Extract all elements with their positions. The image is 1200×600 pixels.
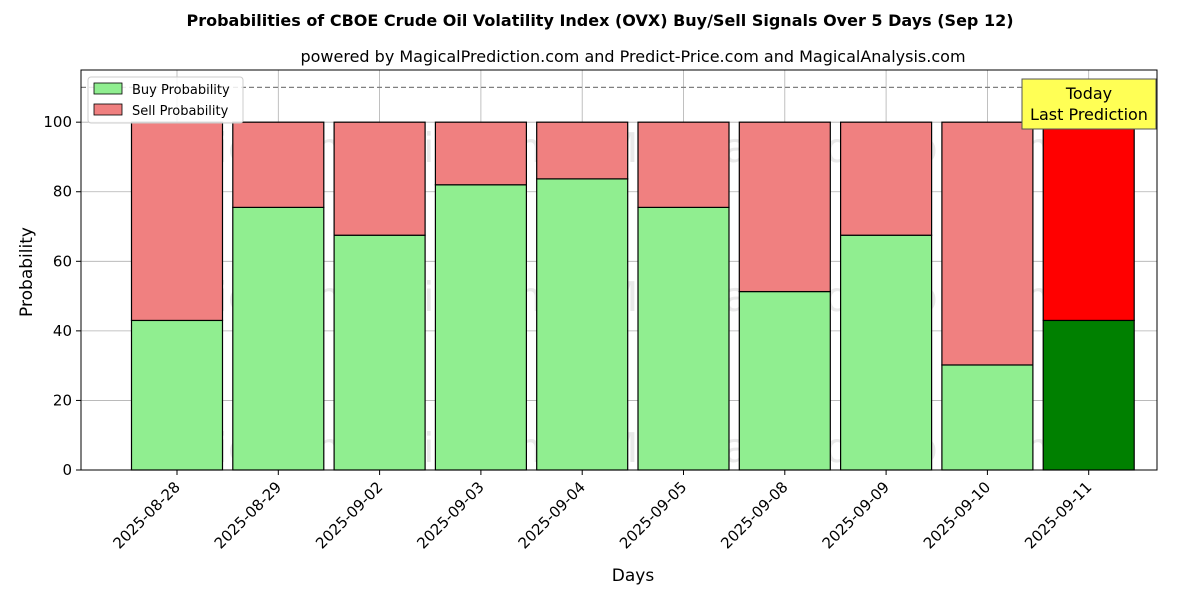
sell-bar	[1042, 121, 1135, 322]
sell-bar	[839, 121, 933, 236]
x-tick-label: 2025-09-02	[312, 478, 386, 552]
sell-bar	[941, 121, 1034, 366]
x-axis-label: Days	[612, 566, 655, 586]
buy-bar	[1042, 319, 1135, 471]
chart-title: Probabilities of CBOE Crude Oil Volatili…	[186, 11, 1013, 30]
y-axis: 0 20 40 60 80 100	[43, 113, 81, 479]
x-tick-label: 2025-09-09	[819, 478, 893, 552]
today-annotation: Today Last Prediction	[1021, 78, 1157, 130]
chart-subtitle: powered by MagicalPrediction.com and Pre…	[300, 47, 965, 66]
annotation-line-2: Last Prediction	[1030, 105, 1148, 124]
y-axis-label: Probability	[17, 227, 37, 317]
sell-bar	[738, 121, 831, 293]
buy-bar	[839, 234, 933, 471]
y-tick-label: 40	[53, 322, 72, 340]
buy-bar	[738, 290, 831, 471]
legend-sell-label: Sell Probability	[132, 104, 229, 119]
buy-bar	[536, 178, 629, 471]
legend-sell-swatch	[93, 103, 123, 116]
x-tick-label: 2025-09-08	[717, 478, 791, 552]
x-tick-label: 2025-09-10	[920, 478, 994, 552]
x-tick-label: 2025-09-04	[515, 478, 589, 552]
y-tick-label: 20	[53, 391, 72, 409]
legend-buy-label: Buy Probability	[132, 83, 230, 98]
y-tick-label: 100	[43, 113, 72, 131]
sell-bar	[333, 121, 426, 236]
buy-bar	[637, 206, 730, 471]
x-tick-label: 2025-09-03	[413, 478, 487, 552]
annotation-line-1: Today	[1065, 84, 1112, 103]
x-tick-label: 2025-08-29	[211, 478, 285, 552]
sell-bar	[434, 121, 527, 186]
y-tick-label: 0	[62, 461, 72, 479]
x-axis: 2025-08-28 2025-08-29 2025-09-02 2025-09-03…	[109, 470, 1096, 552]
buy-bar	[232, 206, 325, 471]
sell-bar	[232, 121, 325, 208]
annotation-box	[1021, 78, 1157, 130]
sell-bar	[130, 121, 224, 322]
sell-bar	[536, 121, 629, 180]
x-tick-label: 2025-09-05	[616, 478, 690, 552]
y-tick-label: 80	[53, 183, 72, 201]
plot-frame	[80, 69, 1158, 471]
buy-bar	[941, 364, 1034, 471]
x-tick-label: 2025-09-11	[1021, 478, 1095, 552]
legend: Buy Probability Sell Probability	[87, 76, 244, 124]
legend-box	[87, 76, 244, 124]
buy-bar	[130, 319, 224, 471]
sell-bar	[637, 121, 730, 208]
legend-buy-swatch	[93, 82, 123, 95]
x-tick-label: 2025-08-28	[109, 478, 183, 552]
buy-bar	[434, 184, 527, 471]
buy-bar	[333, 234, 426, 471]
y-tick-label: 60	[53, 252, 72, 270]
bars	[130, 121, 1135, 471]
